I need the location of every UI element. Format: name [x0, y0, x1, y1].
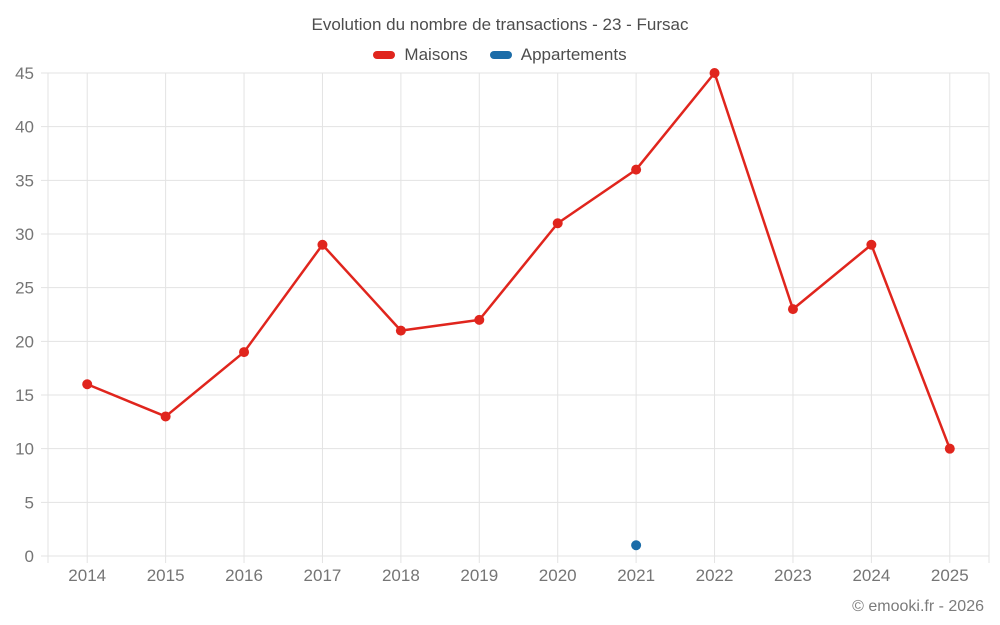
- chart-legend: Maisons Appartements: [0, 45, 1000, 65]
- y-tick-label: 25: [15, 279, 34, 298]
- x-tick-label: 2017: [304, 566, 342, 585]
- appartements-swatch-icon: [489, 51, 512, 59]
- data-point-maisons[interactable]: [82, 379, 93, 390]
- data-point-maisons[interactable]: [395, 325, 406, 336]
- data-point-maisons[interactable]: [474, 314, 485, 325]
- x-tick-label: 2014: [68, 566, 106, 585]
- data-point-maisons[interactable]: [709, 68, 720, 78]
- data-point-appartements[interactable]: [631, 540, 642, 551]
- x-tick-label: 2015: [147, 566, 185, 585]
- x-tick-label: 2025: [931, 566, 969, 585]
- y-tick-label: 15: [15, 386, 34, 405]
- x-tick-label: 2019: [460, 566, 498, 585]
- data-point-maisons[interactable]: [866, 239, 877, 250]
- y-tick-label: 10: [15, 440, 34, 459]
- x-tick-label: 2023: [774, 566, 812, 585]
- x-tick-label: 2020: [539, 566, 577, 585]
- chart-title: Evolution du nombre de transactions - 23…: [311, 15, 689, 34]
- legend-label-maisons: Maisons: [404, 45, 468, 64]
- legend-item-appartements[interactable]: Appartements: [489, 45, 627, 65]
- data-point-maisons[interactable]: [787, 304, 798, 315]
- data-point-maisons[interactable]: [944, 443, 955, 454]
- series-line-maisons: [86, 71, 951, 450]
- y-tick-label: 30: [15, 225, 34, 244]
- x-tick-label: 2016: [225, 566, 263, 585]
- data-point-maisons[interactable]: [317, 239, 328, 250]
- maisons-swatch-icon: [373, 51, 396, 59]
- copyright-watermark: © emooki.fr - 2026: [852, 598, 984, 615]
- y-tick-label: 45: [15, 64, 34, 83]
- data-point-maisons[interactable]: [631, 164, 642, 175]
- data-point-maisons[interactable]: [552, 218, 563, 229]
- legend-item-maisons[interactable]: Maisons: [373, 45, 468, 65]
- y-tick-label: 5: [25, 493, 34, 512]
- x-tick-label: 2021: [617, 566, 655, 585]
- y-tick-label: 35: [15, 171, 34, 190]
- data-point-maisons[interactable]: [239, 347, 250, 358]
- x-tick-label: 2018: [382, 566, 420, 585]
- data-point-maisons[interactable]: [160, 411, 171, 422]
- x-tick-label: 2022: [696, 566, 734, 585]
- y-tick-label: 20: [15, 332, 34, 351]
- legend-label-appartements: Appartements: [520, 45, 627, 64]
- y-tick-label: 40: [15, 118, 34, 137]
- x-tick-label: 2024: [852, 566, 890, 585]
- y-tick-label: 0: [25, 547, 34, 566]
